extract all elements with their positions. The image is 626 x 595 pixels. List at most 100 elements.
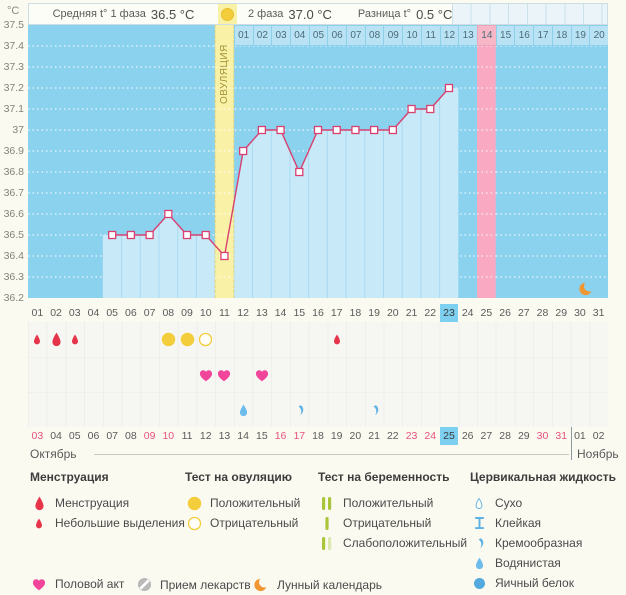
calendar-date-cell[interactable]: 04	[50, 430, 62, 442]
calendar-date-cell[interactable]: 12	[199, 430, 212, 442]
calendar-date-cell[interactable]: 23	[405, 430, 418, 442]
calendar-date-cell[interactable]: 27	[480, 430, 493, 442]
dpo-cell: 06	[327, 25, 348, 46]
calendar-date-cell[interactable]: 02	[592, 430, 605, 442]
cycle-day-cell[interactable]: 16	[312, 307, 324, 319]
dpo-cell: 20	[589, 25, 608, 46]
temperature-chart: 01 02 03 04 05 06 07 08 09 10 11 12 13 14 15 16 17 18 19 20…	[28, 25, 608, 298]
cycle-day-cell[interactable]: 11	[218, 307, 230, 319]
summary-ovulation-cell	[218, 4, 237, 24]
legend-item-label: Водянистая	[495, 556, 561, 570]
cycle-day-cell[interactable]: 26	[499, 307, 511, 319]
moon-icon	[579, 280, 595, 296]
y-tick-label: 36.3	[3, 270, 24, 283]
calendar-date-cell[interactable]: 06	[87, 430, 100, 442]
intercourse-heart-icon	[253, 358, 272, 393]
y-tick-label: 36.6	[3, 207, 24, 220]
y-tick-label: 36.9	[3, 144, 24, 157]
cycle-day-cell[interactable]: 15	[293, 307, 306, 319]
cycle-day-cell[interactable]: 09	[181, 307, 193, 319]
calendar-date-cell[interactable]: 15	[256, 430, 268, 442]
calendar-date-cell[interactable]: 05	[68, 430, 81, 442]
calendar-date-cell[interactable]: 31	[555, 430, 568, 442]
dpo-cell: 01	[233, 25, 254, 46]
cycle-day-cell[interactable]: 04	[87, 307, 100, 319]
calendar-date-cell[interactable]: 21	[368, 430, 380, 442]
y-tick-label: 37.1	[3, 102, 24, 115]
calendar-date-cell[interactable]: 18	[312, 430, 324, 442]
cycle-day-cell[interactable]: 18	[349, 307, 362, 319]
calendar-date-cell[interactable]: 01	[574, 430, 586, 442]
calendar-date-cell[interactable]: 09	[143, 430, 156, 442]
calendar-date-cell[interactable]: 25	[439, 427, 459, 445]
y-tick-label: 36.5	[3, 228, 24, 241]
calendar-date-cell[interactable]: 13	[218, 430, 231, 442]
dpo-cell: 11	[420, 25, 441, 46]
calendar-date-cell[interactable]: 11	[181, 430, 193, 442]
calendar-date-cell[interactable]: 14	[237, 430, 249, 442]
cycle-day-cell[interactable]: 10	[199, 307, 212, 319]
cycle-day-cell[interactable]: 05	[106, 307, 119, 319]
fluid-sticky-icon	[470, 516, 488, 530]
calendar-date-cell[interactable]: 16	[274, 430, 287, 442]
cycle-day-cell[interactable]: 31	[592, 307, 605, 319]
menstruation-and-tests-row	[28, 322, 608, 357]
dpo-cell: 03	[271, 25, 291, 46]
calendar-date-cell[interactable]: 19	[330, 430, 343, 442]
cycle-day-cell[interactable]: 14	[274, 307, 287, 319]
legend-footer-label: Половой акт	[55, 577, 125, 591]
dpo-cell: 16	[514, 25, 535, 46]
cycle-day-cell[interactable]: 06	[125, 307, 137, 319]
cycle-day-cell[interactable]: 28	[536, 307, 549, 319]
dpo-cell: 04	[289, 25, 310, 46]
calendar-date-cell[interactable]: 17	[293, 430, 306, 442]
ovulation-dot-icon	[221, 7, 234, 21]
cycle-day-cell[interactable]: 23	[439, 304, 459, 322]
calendar-date-cell[interactable]: 24	[424, 430, 437, 442]
temperature-line-plot	[28, 25, 608, 298]
bars-two-icon	[318, 496, 336, 511]
legend-item: Кремообразная	[470, 533, 616, 553]
calendar-date-cell[interactable]: 08	[125, 430, 137, 442]
fluid-dry-icon	[470, 497, 488, 510]
legend-footer-item: Половой акт	[30, 577, 124, 591]
calendar-date-cell[interactable]: 26	[461, 430, 474, 442]
calendar-date-cell[interactable]: 10	[162, 430, 175, 442]
cycle-day-cell[interactable]: 20	[386, 307, 399, 319]
circle-filled-icon	[185, 496, 203, 511]
cycle-day-cell[interactable]: 30	[574, 307, 586, 319]
legend-item: Сухо	[470, 493, 616, 513]
calendar-date-cell[interactable]: 22	[386, 430, 399, 442]
cycle-day-cell[interactable]: 24	[461, 307, 474, 319]
calendar-date-cell[interactable]: 20	[349, 430, 362, 442]
calendar-date-cell[interactable]: 28	[499, 430, 511, 442]
cycle-day-cell[interactable]: 29	[555, 307, 568, 319]
cycle-day-cell[interactable]: 03	[68, 307, 81, 319]
cycle-day-cell[interactable]: 27	[517, 307, 530, 319]
legend-item-label: Клейкая	[495, 516, 542, 530]
calendar-date-cell[interactable]: 07	[106, 430, 119, 442]
cervical-fluid-row	[28, 392, 608, 427]
y-tick-label: 37.5	[3, 18, 24, 31]
cycle-day-cell[interactable]: 13	[256, 307, 268, 319]
cycle-day-cell[interactable]: 12	[237, 307, 249, 319]
cycle-day-cell[interactable]: 21	[405, 307, 418, 319]
calendar-date-cell[interactable]: 29	[517, 430, 530, 442]
cycle-day-cell[interactable]: 02	[50, 307, 62, 319]
drop-large-icon	[30, 496, 48, 511]
fluid-eggwhite-icon	[470, 577, 488, 590]
menstruation-drop-icon	[47, 322, 66, 357]
calendar-date-cell[interactable]: 30	[536, 430, 549, 442]
moon-icon	[252, 577, 270, 592]
legend-item: Слабоположительный	[318, 533, 467, 553]
cycle-day-cell[interactable]: 01	[31, 307, 44, 319]
cycle-day-cell[interactable]: 22	[424, 307, 437, 319]
cycle-day-cell[interactable]: 25	[480, 307, 493, 319]
cycle-day-cell[interactable]: 19	[368, 307, 380, 319]
cycle-day-cell[interactable]: 08	[162, 307, 175, 319]
cycle-day-cell[interactable]: 07	[143, 307, 156, 319]
calendar-date-cell[interactable]: 03	[31, 430, 44, 442]
legend-group-title: Тест на беременность	[318, 470, 450, 484]
cycle-day-cell[interactable]: 17	[330, 307, 343, 319]
cycle-day-row: 01 02 03 04 05 06 07 08 09 10 11 12 13 14 15 16 17 18 19 20…	[28, 304, 608, 322]
